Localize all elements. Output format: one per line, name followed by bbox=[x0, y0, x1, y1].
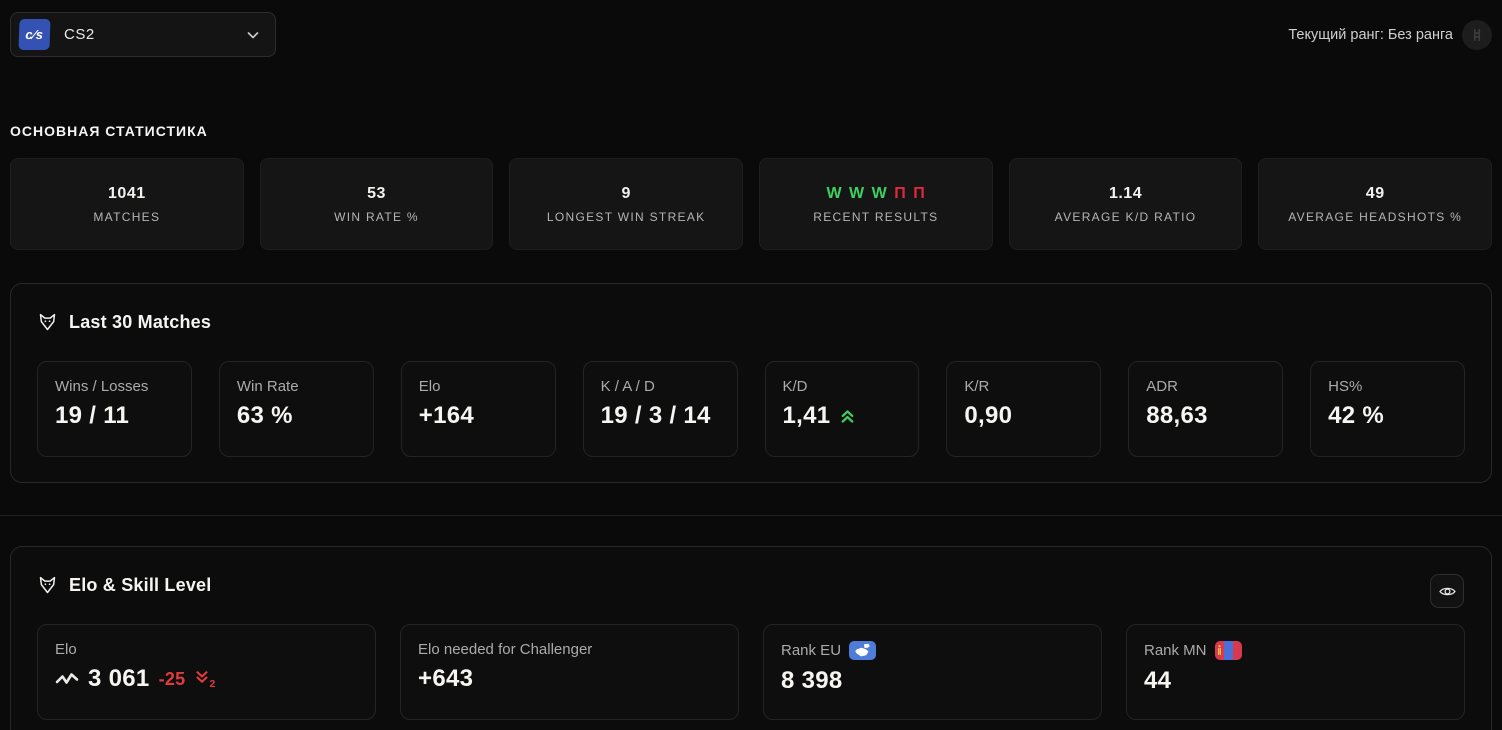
elo-value: 3 061 bbox=[88, 665, 150, 692]
card-value: 42 % bbox=[1328, 402, 1385, 429]
topbar: c⁄s CS2 Текущий ранг: Без ранга bbox=[10, 0, 1492, 57]
card-kd: K/D 1,41 bbox=[764, 361, 920, 457]
card-elo-needed: Elo needed for Challenger +643 bbox=[400, 624, 739, 720]
stat-label: LONGEST WIN STREAK bbox=[546, 209, 706, 224]
card-label: Elo bbox=[418, 378, 441, 395]
kd-value: 1,41 bbox=[782, 402, 831, 429]
result-loss: П bbox=[913, 184, 926, 202]
card-label: ADR bbox=[1146, 378, 1178, 395]
panel-header: Last 30 Matches bbox=[37, 310, 1465, 334]
card-label: Rank MN bbox=[1144, 642, 1207, 659]
double-chevron-down-icon bbox=[196, 670, 209, 683]
visibility-toggle-button[interactable] bbox=[1430, 574, 1464, 608]
card-value: 3 061 -25 2 bbox=[55, 665, 358, 693]
result-loss: П bbox=[894, 184, 907, 202]
stat-card-average-headshots: 49 AVERAGE HEADSHOTS % bbox=[1258, 158, 1493, 250]
cs2-logo-icon: c⁄s bbox=[18, 19, 51, 50]
stat-label: WIN RATE % bbox=[334, 209, 419, 224]
card-value: 44 bbox=[1144, 667, 1172, 694]
fox-logo-icon bbox=[39, 313, 56, 330]
stat-label: AVERAGE HEADSHOTS % bbox=[1288, 209, 1463, 224]
panel-title: Last 30 Matches bbox=[69, 311, 212, 332]
stat-card-matches: 1041 MATCHES bbox=[10, 158, 244, 250]
card-current-elo: Elo 3 061 -25 2 bbox=[37, 624, 376, 720]
elo-delta: -25 bbox=[158, 668, 186, 689]
fox-logo-icon bbox=[39, 576, 56, 593]
rank-ladder-icon bbox=[1462, 19, 1492, 50]
card-value: +164 bbox=[418, 402, 475, 429]
eu-region-icon bbox=[849, 641, 877, 660]
last30-cards-row: Wins / Losses 19 / 11 Win Rate 63 % Elo … bbox=[37, 361, 1465, 457]
stat-card-average-kd: 1.14 AVERAGE K/D RATIO bbox=[1008, 158, 1243, 250]
card-value: 1,41 bbox=[783, 402, 902, 430]
card-win-rate: Win Rate 63 % bbox=[218, 361, 374, 457]
last-30-matches-panel: Last 30 Matches Wins / Losses 19 / 11 Wi… bbox=[10, 283, 1492, 483]
main-stats-row: 1041 MATCHES 53 WIN RATE % 9 LONGEST WIN… bbox=[10, 158, 1493, 250]
card-elo-change: Elo +164 bbox=[400, 361, 556, 457]
card-kr: K/R 0,90 bbox=[946, 361, 1102, 457]
game-selector-label: CS2 bbox=[64, 26, 95, 43]
card-value: 63 % bbox=[236, 402, 293, 429]
card-label: Rank EU bbox=[781, 642, 842, 659]
card-label: K/R bbox=[964, 378, 990, 395]
main-stats-section-title: ОСНОВНАЯ СТАТИСТИКА bbox=[10, 123, 208, 139]
stat-value: 9 bbox=[621, 184, 631, 202]
card-rank-mn: Rank MN 44 bbox=[1126, 624, 1465, 720]
card-value: 88,63 bbox=[1146, 402, 1208, 429]
card-value: 8 398 bbox=[781, 667, 843, 694]
card-hs-percent: HS% 42 % bbox=[1310, 361, 1465, 457]
panel-header: Elo & Skill Level bbox=[37, 573, 1465, 597]
section-divider bbox=[0, 515, 1502, 516]
trend-line-icon bbox=[55, 673, 79, 684]
elo-cards-row: Elo 3 061 -25 2 Elo needed for bbox=[37, 624, 1465, 720]
double-chevron-up-icon bbox=[842, 409, 854, 423]
chevron-down-icon bbox=[247, 31, 259, 38]
stat-value: 49 bbox=[1365, 184, 1385, 202]
current-rank: Текущий ранг: Без ранга bbox=[1288, 19, 1492, 50]
result-win: W bbox=[871, 184, 888, 202]
card-value: 0,90 bbox=[964, 402, 1013, 429]
stat-value: 53 bbox=[367, 184, 386, 202]
elo-skill-level-panel: Elo & Skill Level Elo 3 061 -25 bbox=[10, 546, 1492, 730]
drop-levels-count: 2 bbox=[209, 677, 216, 690]
card-label-row: Rank MN bbox=[1144, 641, 1447, 660]
stat-card-longest-win-streak: 9 LONGEST WIN STREAK bbox=[509, 158, 744, 250]
stat-label: MATCHES bbox=[93, 209, 161, 224]
stat-label: AVERAGE K/D RATIO bbox=[1054, 209, 1197, 224]
recent-results-letters: W W W П П bbox=[826, 185, 925, 203]
stat-card-win-rate: 53 WIN RATE % bbox=[259, 158, 494, 250]
card-value: 19 / 3 / 14 bbox=[600, 402, 711, 429]
stat-value: 1.14 bbox=[1108, 184, 1143, 202]
card-label: HS% bbox=[1328, 378, 1363, 395]
panel-title: Elo & Skill Level bbox=[69, 574, 212, 595]
result-win: W bbox=[826, 184, 843, 202]
stat-card-recent-results: W W W П П RECENT RESULTS bbox=[759, 158, 993, 250]
card-value: 19 / 11 bbox=[55, 402, 130, 429]
card-adr: ADR 88,63 bbox=[1128, 361, 1284, 457]
eye-icon bbox=[1438, 587, 1456, 595]
card-label: Wins / Losses bbox=[55, 378, 149, 395]
card-kad: K / A / D 19 / 3 / 14 bbox=[582, 361, 738, 457]
card-rank-eu: Rank EU 8 398 bbox=[763, 624, 1102, 720]
mongolia-flag-icon bbox=[1214, 641, 1242, 660]
game-selector-dropdown[interactable]: c⁄s CS2 bbox=[10, 12, 276, 57]
card-wins-losses: Wins / Losses 19 / 11 bbox=[37, 361, 192, 457]
stat-value: 1041 bbox=[108, 184, 146, 202]
card-label: Elo needed for Challenger bbox=[418, 641, 593, 658]
card-value: +643 bbox=[418, 665, 474, 692]
card-label: Win Rate bbox=[236, 378, 299, 395]
current-rank-text: Текущий ранг: Без ранга bbox=[1288, 26, 1453, 43]
result-win: W bbox=[849, 184, 865, 202]
elo-drop-indicator: 2 bbox=[194, 669, 215, 690]
card-label-row: Rank EU bbox=[781, 641, 1084, 660]
card-label: K/D bbox=[782, 378, 808, 395]
stat-label: RECENT RESULTS bbox=[813, 209, 939, 224]
card-label: K / A / D bbox=[600, 378, 655, 395]
card-label: Elo bbox=[55, 641, 77, 658]
